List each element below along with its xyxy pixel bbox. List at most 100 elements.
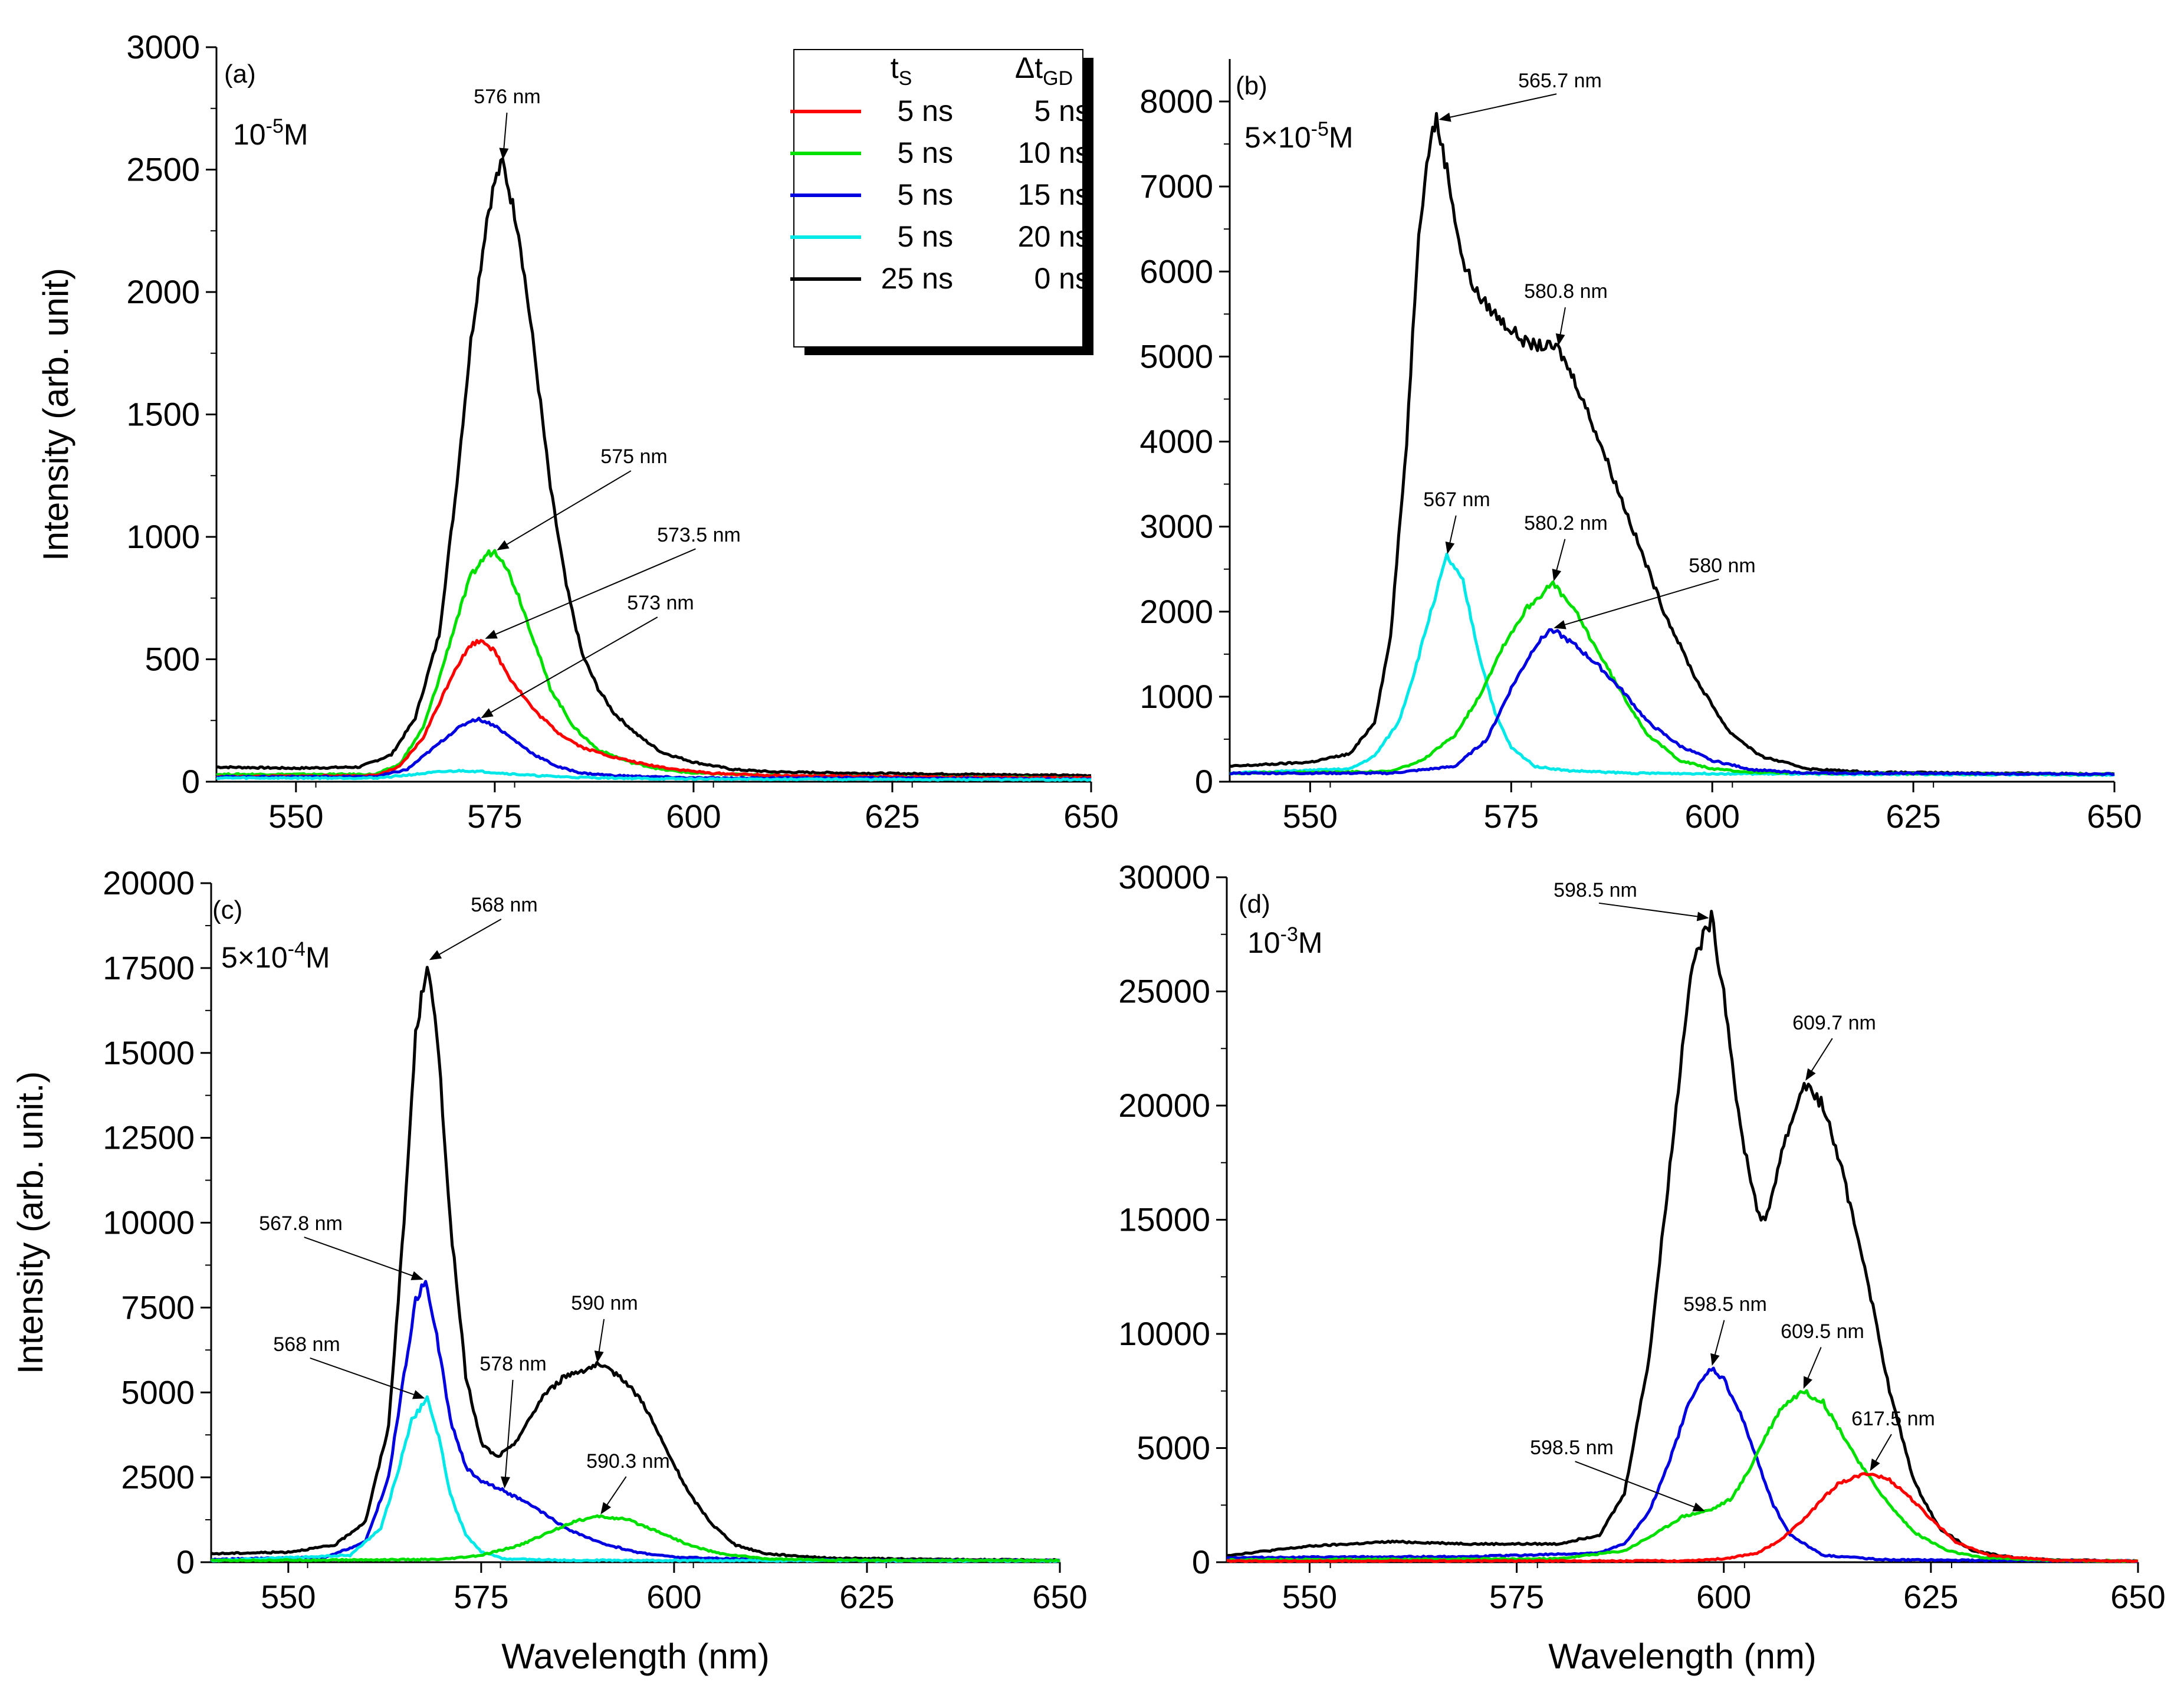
annotation-arrow [504, 470, 632, 546]
y-tick-label: 25000 [1118, 973, 1210, 1010]
annotation-arrow [1807, 1347, 1822, 1381]
x-tick-label: 650 [2087, 798, 2142, 835]
legend-header-ts: tS [891, 51, 912, 90]
annotation-arrowhead [1445, 541, 1455, 555]
y-axis-title: Intensity (arb. unit) [36, 268, 75, 561]
peak-annotation: 568 nm [273, 1333, 340, 1356]
x-tick-label: 625 [865, 798, 919, 835]
x-tick-label: 625 [1903, 1578, 1958, 1615]
annotation-arrowhead [1439, 112, 1451, 122]
x-tick-label: 575 [467, 798, 522, 835]
legend: tS ΔtGD 5 ns 5 ns 5 ns 10 ns 5 ns 15 ns 5 ns 20… [790, 49, 1093, 355]
peak-annotation: 598.5 nm [1683, 1293, 1767, 1316]
annotation-arrowhead [1696, 911, 1709, 922]
x-tick-label: 650 [1032, 1578, 1087, 1615]
peak-annotation: 609.5 nm [1781, 1320, 1864, 1343]
y-tick-label: 3000 [126, 28, 200, 65]
x-tick-label: 550 [261, 1578, 316, 1615]
x-tick-label: 550 [268, 798, 323, 835]
y-tick-label: 30000 [1118, 858, 1210, 896]
y-tick-label: 15000 [103, 1034, 195, 1071]
legend-dt-value: 10 ns [1018, 136, 1090, 169]
y-tick-label: 0 [182, 763, 200, 800]
concentration-label: 5×10-4M [221, 938, 330, 974]
legend-ts-value: 5 ns [897, 220, 953, 253]
series-line [1226, 910, 2139, 1563]
x-tick-label: 625 [839, 1578, 894, 1615]
series-line [1226, 1472, 2139, 1563]
annotation-arrowhead [600, 1501, 612, 1514]
annotation-arrow [437, 919, 502, 956]
annotation-arrowhead [497, 540, 510, 550]
series-line [1229, 580, 2115, 776]
series-line [211, 1280, 1060, 1563]
y-tick-label: 2000 [126, 273, 200, 310]
panel-a: 550 575 600 625 650 0 500 1000 1500 2000 2500 3000 I… [36, 28, 1119, 835]
annotation-arrow [598, 1319, 605, 1354]
x-tick-label: 575 [1484, 798, 1539, 835]
annotation-arrow [503, 112, 508, 151]
y-tick-label: 0 [176, 1543, 195, 1580]
peak-annotation: 590.3 nm [586, 1450, 670, 1473]
peak-annotation: 573 nm [627, 592, 694, 614]
y-tick-label: 0 [1195, 763, 1213, 800]
series-line [1226, 1389, 2139, 1563]
y-tick-label: 2500 [121, 1458, 195, 1496]
annotation-arrow [493, 548, 696, 636]
legend-ts-value: 25 ns [881, 262, 953, 295]
panel-label: (b) [1236, 71, 1267, 100]
annotation-arrow [304, 1237, 415, 1277]
y-tick-label: 15000 [1118, 1201, 1210, 1238]
y-tick-label: 2500 [126, 151, 200, 188]
annotation-arrowhead [1692, 1502, 1705, 1511]
series-line [210, 1395, 1060, 1563]
x-tick-label: 600 [666, 798, 721, 835]
x-axis-title: Wavelength (nm) [1548, 1637, 1817, 1676]
peak-annotation: 575 nm [600, 445, 667, 468]
annotation-arrowhead [485, 629, 498, 639]
annotation-arrow [1447, 93, 1557, 119]
annotation-arrowhead [1555, 333, 1565, 346]
y-tick-label: 5000 [1137, 1429, 1210, 1467]
y-tick-label: 7000 [1139, 168, 1213, 205]
annotation-arrow [1562, 578, 1719, 626]
series-line [216, 716, 1092, 782]
panel-c: 550 575 600 625 650 0 2500 5000 7500 10000 12500 15… [11, 864, 1088, 1676]
annotation-arrowhead [481, 708, 494, 719]
peak-annotation: 573.5 nm [657, 524, 741, 546]
peak-annotation: 617.5 nm [1851, 1408, 1935, 1430]
annotation-arrow [1559, 307, 1566, 337]
annotation-arrowhead [1805, 1068, 1816, 1081]
y-tick-label: 10000 [103, 1204, 195, 1241]
annotation-arrowhead [410, 1271, 423, 1280]
annotation-arrowhead [499, 147, 509, 160]
y-tick-label: 8000 [1139, 83, 1213, 120]
legend-dt-value: 5 ns [1034, 94, 1090, 127]
x-tick-label: 600 [646, 1578, 701, 1615]
peak-annotation: 580 nm [1689, 555, 1755, 577]
x-tick-label: 575 [1489, 1578, 1544, 1615]
concentration-label: 5×10-5M [1244, 118, 1354, 154]
peak-annotation: 576 nm [474, 86, 540, 108]
series-line [1229, 628, 2115, 776]
legend-ts-value: 5 ns [897, 178, 953, 211]
legend-ts-value: 5 ns [897, 136, 953, 169]
annotation-arrowhead [1710, 1353, 1720, 1366]
x-tick-label: 575 [454, 1578, 508, 1615]
series-line [1229, 112, 2115, 776]
y-tick-label: 4000 [1139, 423, 1213, 460]
legend-box [793, 49, 1083, 347]
series-line [211, 1514, 1060, 1563]
x-axis-title: Wavelength (nm) [501, 1637, 770, 1676]
annotation-arrow [504, 1379, 514, 1480]
x-tick-label: 600 [1684, 798, 1739, 835]
y-tick-label: 1000 [1139, 678, 1213, 715]
peak-annotation: 567.8 nm [259, 1212, 343, 1235]
panel-b: 550 575 600 625 650 0 1000 2000 3000 4000 5000 6000… [1139, 59, 2142, 835]
y-tick-label: 10000 [1118, 1315, 1210, 1352]
annotation-arrow [1575, 1461, 1697, 1509]
annotation-arrowhead [594, 1350, 604, 1363]
y-tick-label: 7500 [121, 1288, 195, 1326]
y-tick-label: 5000 [1139, 337, 1213, 375]
legend-dt-value: 15 ns [1018, 178, 1090, 211]
